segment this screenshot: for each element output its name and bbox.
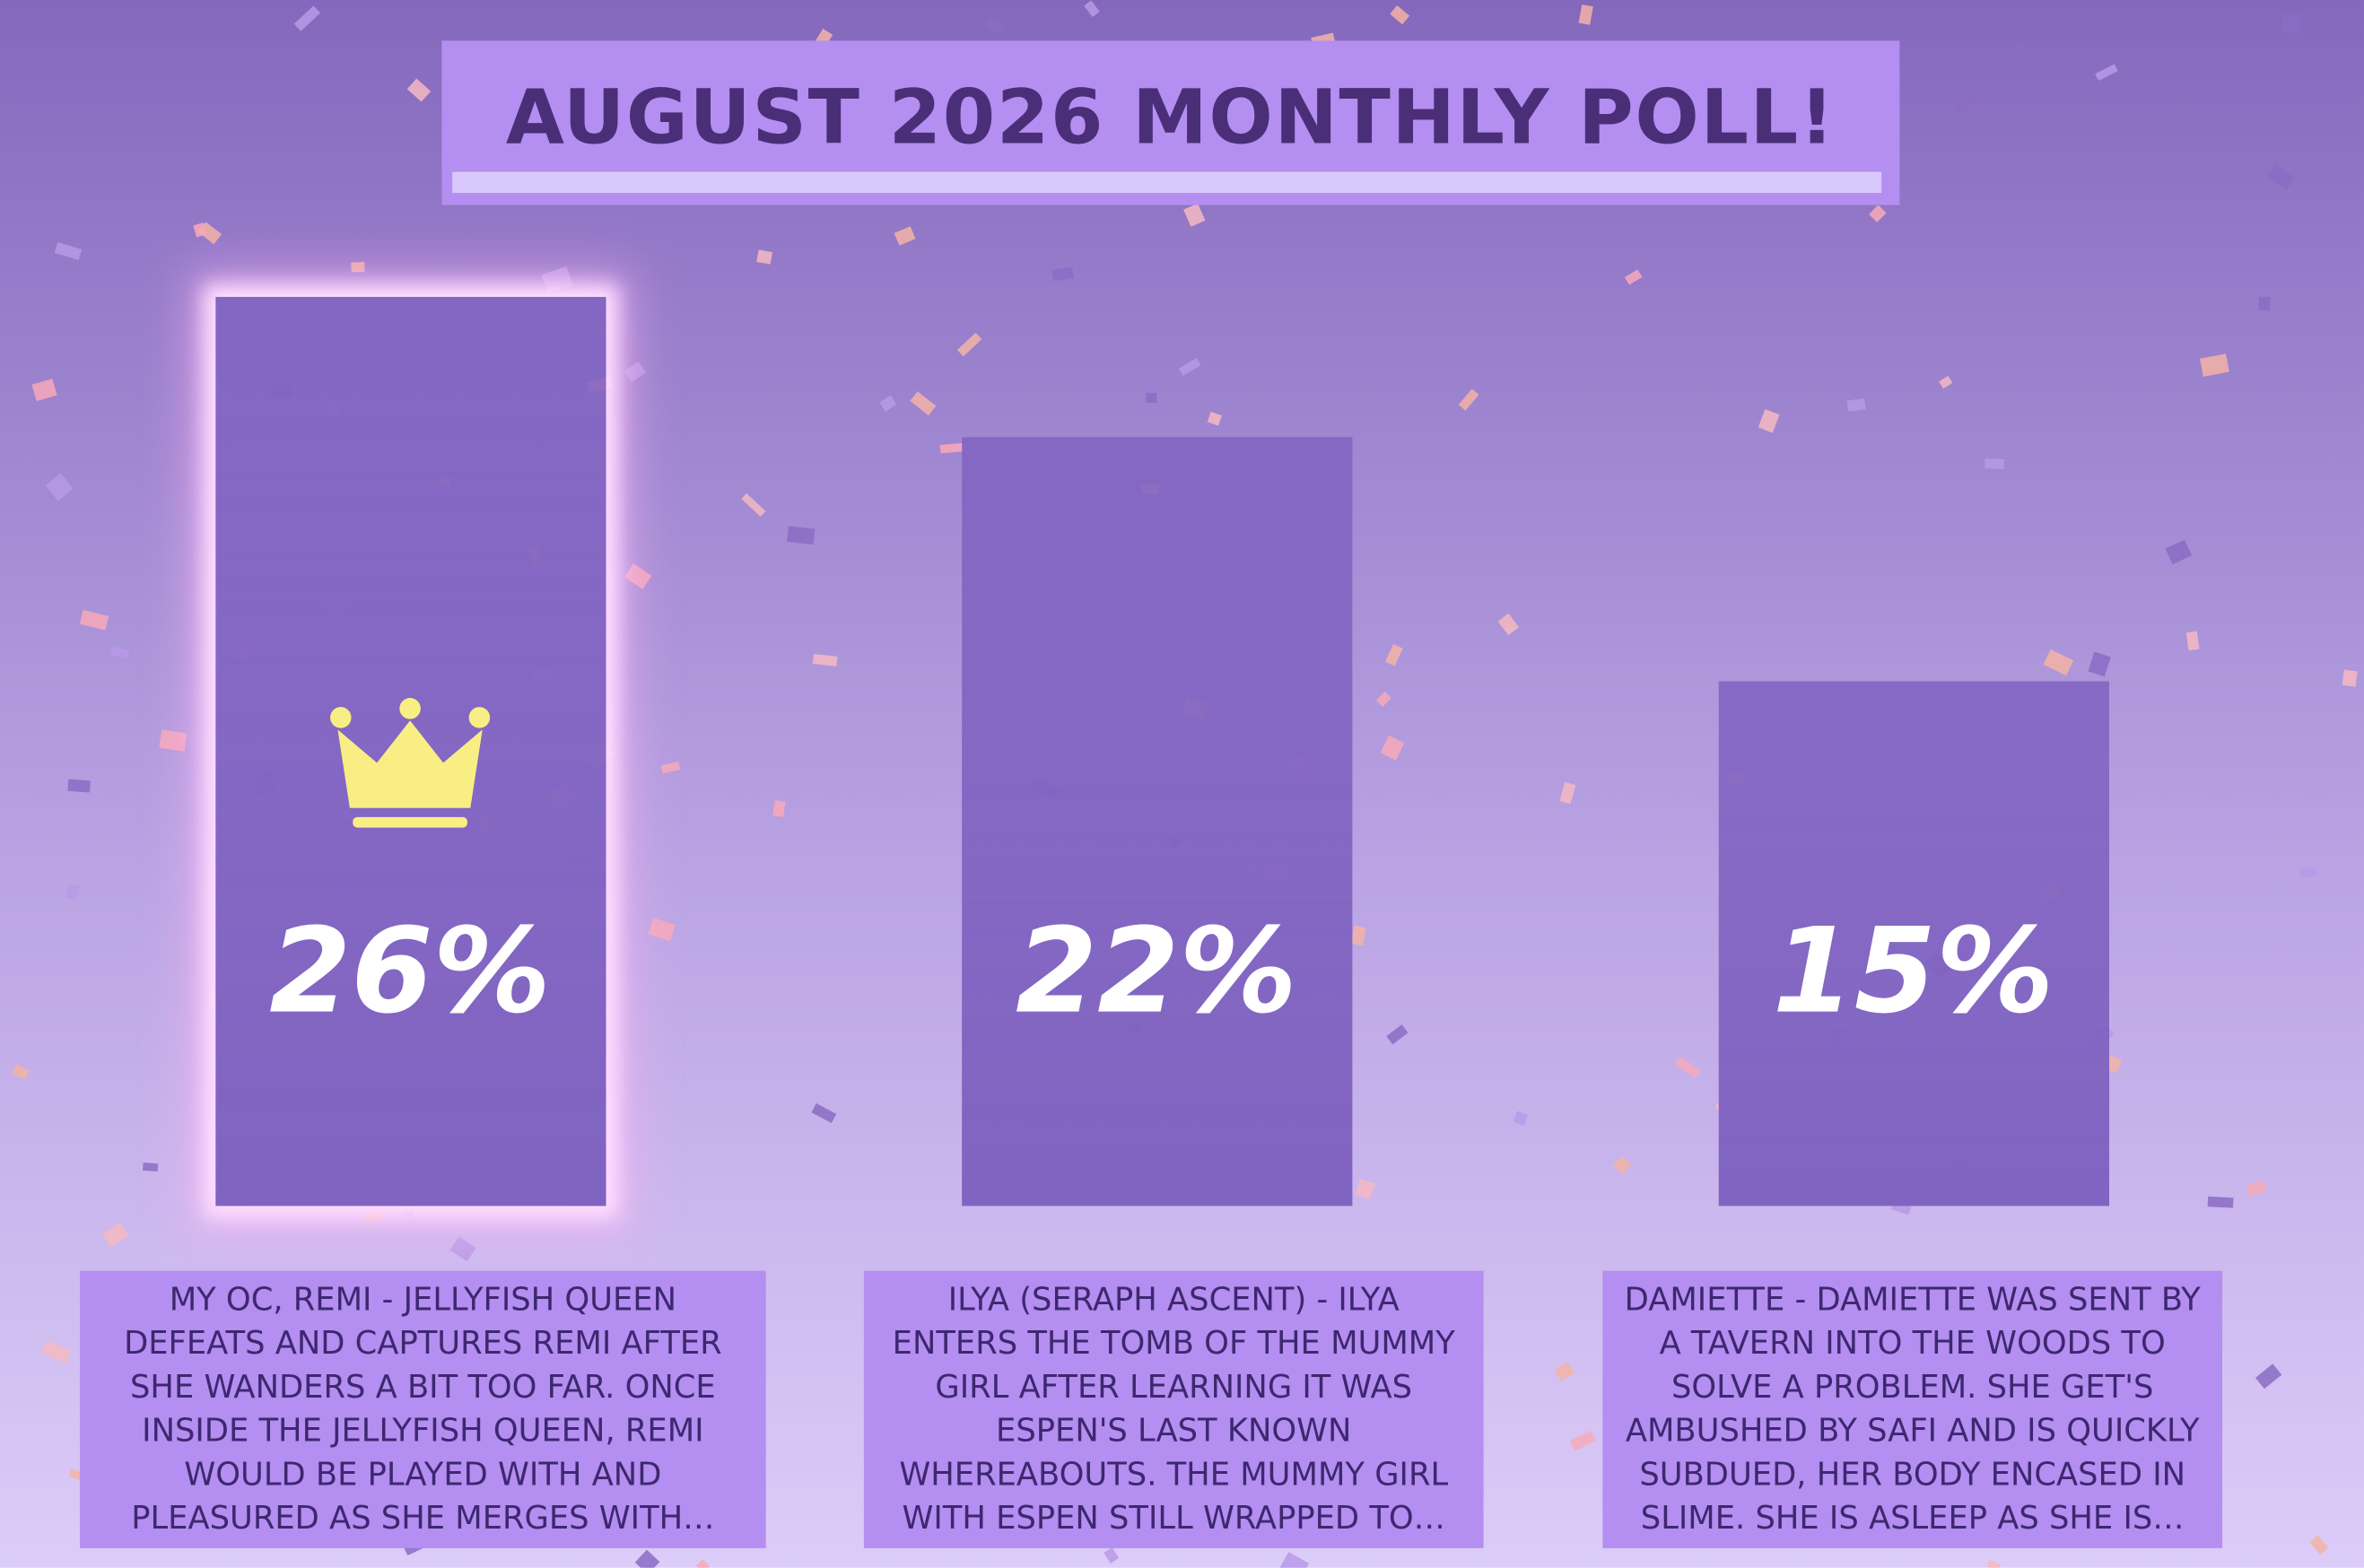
confetti [1103, 1547, 1120, 1564]
confetti [2199, 353, 2229, 377]
confetti [787, 526, 816, 545]
confetti [2255, 1363, 2282, 1389]
confetti [2207, 1196, 2234, 1208]
confetti [406, 78, 432, 102]
confetti [54, 241, 83, 261]
confetti [939, 442, 964, 454]
confetti [811, 1102, 837, 1124]
confetti [695, 1559, 711, 1568]
title-box: AUGUST 2026 MONTHLY POLL! [441, 40, 1900, 205]
confetti [910, 391, 937, 416]
confetti [12, 1064, 30, 1080]
confetti [2165, 539, 2193, 565]
confetti [541, 266, 573, 294]
confetti [1624, 269, 1643, 285]
confetti [1939, 375, 1953, 389]
confetti [1578, 4, 1593, 25]
confetti [79, 609, 109, 631]
confetti [1612, 1155, 1632, 1174]
confetti [624, 563, 652, 589]
confetti [648, 918, 676, 942]
confetti [293, 5, 321, 31]
confetti [2011, 41, 2029, 62]
confetti [31, 379, 57, 402]
confetti [634, 1549, 660, 1568]
confetti [985, 18, 1004, 33]
confetti [101, 1222, 129, 1248]
confetti [1278, 1552, 1309, 1568]
confetti [1497, 613, 1520, 636]
confetti [1869, 205, 1887, 222]
confetti [1513, 1111, 1529, 1127]
confetti [2043, 649, 2074, 676]
confetti [41, 1340, 72, 1363]
value-label: 26% [269, 904, 551, 1041]
value-label: 22% [1016, 904, 1297, 1041]
title-underline [452, 171, 1882, 194]
confetti [879, 395, 897, 412]
category-label: DAMIETTE - DAMIETTE WAS SENT BY A TAVERN… [1602, 1270, 2223, 1548]
confetti [1674, 1056, 1701, 1079]
confetti [362, 1206, 385, 1224]
confetti [401, 1206, 414, 1218]
crown-icon [330, 698, 491, 828]
confetti [1051, 266, 1074, 282]
confetti [2246, 1180, 2267, 1197]
confetti [1146, 393, 1157, 403]
confetti [956, 332, 982, 357]
confetti [1384, 643, 1403, 666]
confetti [1952, 91, 1980, 115]
confetti [2309, 1535, 2329, 1555]
confetti [159, 729, 188, 752]
confetti [1207, 411, 1222, 426]
confetti [894, 226, 916, 246]
confetti [2088, 651, 2111, 677]
confetti [193, 222, 207, 238]
confetti [1350, 925, 1366, 946]
confetti [660, 761, 681, 774]
confetti [1559, 781, 1576, 805]
bar [1717, 681, 2109, 1206]
confetti [2342, 669, 2358, 687]
confetti [1390, 5, 1410, 25]
bar [961, 436, 1352, 1206]
confetti [2258, 296, 2271, 311]
confetti [741, 492, 766, 518]
chart-title: AUGUST 2026 MONTHLY POLL! [505, 74, 1836, 161]
confetti [1355, 1178, 1375, 1199]
confetti [110, 646, 130, 659]
category-label: ILYA (SERAPH ASCENT) - ILYA ENTERS THE T… [863, 1270, 1484, 1548]
confetti [1183, 203, 1206, 227]
confetti [1178, 357, 1201, 377]
confetti [45, 473, 74, 501]
confetti [2281, 12, 2301, 33]
confetti [1458, 388, 1479, 411]
confetti [1846, 398, 1866, 412]
confetti [351, 262, 365, 273]
confetti [1986, 1559, 2002, 1568]
confetti [1084, 0, 1100, 18]
confetti [624, 361, 647, 383]
confetti [2299, 867, 2318, 879]
confetti [1569, 1430, 1596, 1451]
confetti [756, 249, 773, 265]
confetti [1375, 691, 1391, 708]
confetti [772, 799, 786, 817]
confetti [449, 1236, 476, 1262]
confetti [1380, 735, 1405, 761]
confetti [1386, 1024, 1409, 1045]
confetti [65, 884, 80, 901]
confetti [67, 779, 91, 793]
category-label: MY OC, REMI - JELLYFISH QUEEN DEFEATS AN… [80, 1270, 766, 1548]
confetti [1985, 457, 2005, 470]
confetti [1554, 1362, 1575, 1381]
confetti [1758, 409, 1780, 433]
confetti [2185, 631, 2200, 651]
value-label: 15% [1772, 904, 2054, 1041]
confetti [812, 654, 838, 666]
confetti [2266, 164, 2295, 191]
confetti [2095, 64, 2118, 82]
confetti [143, 1163, 159, 1172]
